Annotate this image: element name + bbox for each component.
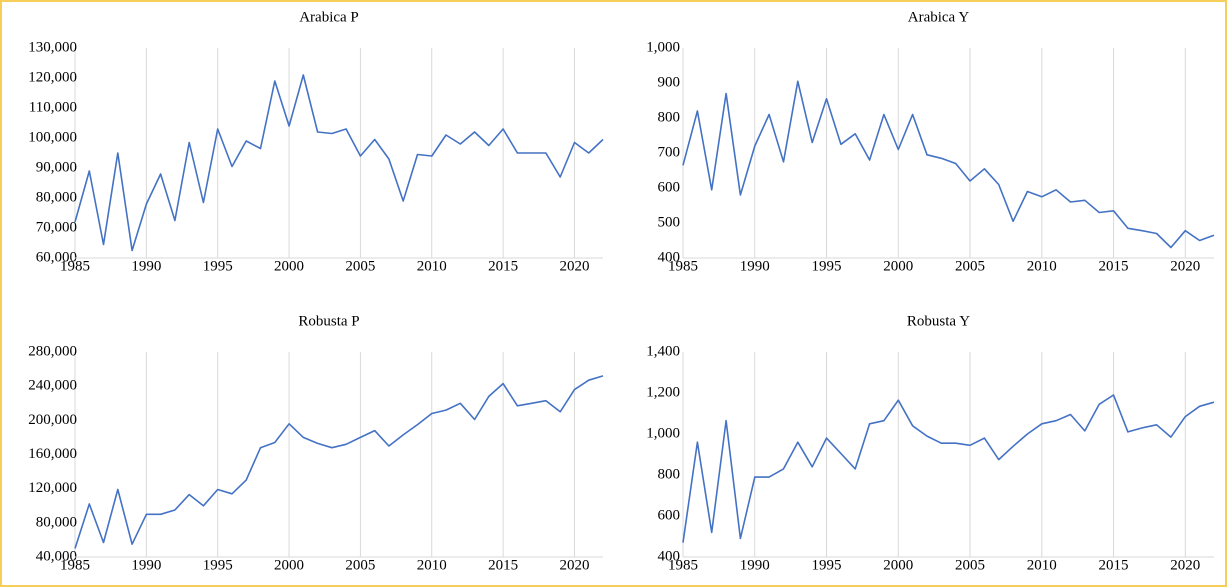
- chart-title: Robusta Y: [907, 313, 970, 329]
- x-tick-label: 2020: [559, 258, 589, 274]
- y-tick-label: 200,000: [28, 412, 77, 428]
- y-tick-label: 100,000: [28, 129, 77, 145]
- chart-title: Robusta P: [298, 313, 359, 329]
- y-tick-label: 1,400: [646, 343, 680, 359]
- data-line: [682, 394, 1215, 543]
- y-tick-label: 80,000: [36, 189, 77, 205]
- x-tick-label: 1990: [131, 258, 161, 274]
- x-tick-label: 2000: [883, 557, 913, 573]
- data-line: [74, 375, 604, 549]
- x-tick-label: 1990: [740, 557, 770, 573]
- x-tick-label: 1990: [740, 258, 770, 274]
- x-tick-label: 2015: [1099, 557, 1129, 573]
- x-tick-label: 2020: [1170, 258, 1200, 274]
- y-tick-label: 110,000: [29, 99, 77, 115]
- x-tick-label: 1985: [60, 258, 90, 274]
- y-tick-label: 800: [658, 466, 681, 482]
- x-tick-label: 1995: [203, 557, 233, 573]
- y-tick-label: 900: [658, 74, 681, 90]
- x-tick-label: 2015: [488, 557, 518, 573]
- x-tick-label: 1985: [668, 557, 698, 573]
- y-tick-label: 800: [658, 109, 681, 125]
- y-tick-label: 60,000: [36, 249, 77, 265]
- y-tick-label: 600: [658, 507, 681, 523]
- x-tick-label: 2015: [488, 258, 518, 274]
- y-tick-label: 70,000: [36, 219, 77, 235]
- y-tick-label: 120,000: [28, 69, 77, 85]
- y-tick-label: 700: [658, 144, 681, 160]
- y-tick-label: 160,000: [28, 446, 77, 462]
- y-tick-label: 400: [658, 548, 681, 564]
- x-tick-label: 1985: [60, 557, 90, 573]
- x-tick-label: 2005: [345, 258, 375, 274]
- data-line: [74, 74, 604, 252]
- y-tick-label: 400: [658, 249, 681, 265]
- y-tick-label: 280,000: [28, 343, 77, 359]
- x-tick-label: 2010: [417, 258, 447, 274]
- x-tick-label: 2000: [274, 557, 304, 573]
- y-tick-label: 240,000: [28, 378, 77, 394]
- x-tick-label: 2005: [345, 557, 375, 573]
- y-tick-label: 130,000: [28, 39, 77, 55]
- x-tick-label: 2005: [955, 258, 985, 274]
- data-line: [682, 80, 1215, 249]
- x-tick-label: 1995: [812, 557, 842, 573]
- y-tick-label: 80,000: [36, 514, 77, 530]
- chart-title: Arabica P: [299, 9, 359, 25]
- x-tick-label: 1995: [812, 258, 842, 274]
- x-tick-label: 1985: [668, 258, 698, 274]
- y-tick-label: 1,000: [646, 39, 680, 55]
- y-tick-label: 1,000: [646, 425, 680, 441]
- x-tick-label: 2010: [417, 557, 447, 573]
- x-tick-label: 2005: [955, 557, 985, 573]
- x-tick-label: 2000: [883, 258, 913, 274]
- x-tick-label: 2000: [274, 258, 304, 274]
- y-tick-label: 1,200: [646, 384, 680, 400]
- chart-title: Arabica Y: [908, 9, 970, 25]
- x-tick-label: 2020: [559, 557, 589, 573]
- y-tick-label: 90,000: [36, 159, 77, 175]
- x-tick-label: 1995: [203, 258, 233, 274]
- x-tick-label: 2015: [1099, 258, 1129, 274]
- y-tick-label: 500: [658, 214, 681, 230]
- y-tick-label: 40,000: [36, 548, 77, 564]
- x-tick-label: 2010: [1027, 557, 1057, 573]
- y-tick-label: 600: [658, 179, 681, 195]
- x-tick-label: 2020: [1170, 557, 1200, 573]
- x-tick-label: 2010: [1027, 258, 1057, 274]
- x-tick-label: 1990: [131, 557, 161, 573]
- y-tick-label: 120,000: [28, 480, 77, 496]
